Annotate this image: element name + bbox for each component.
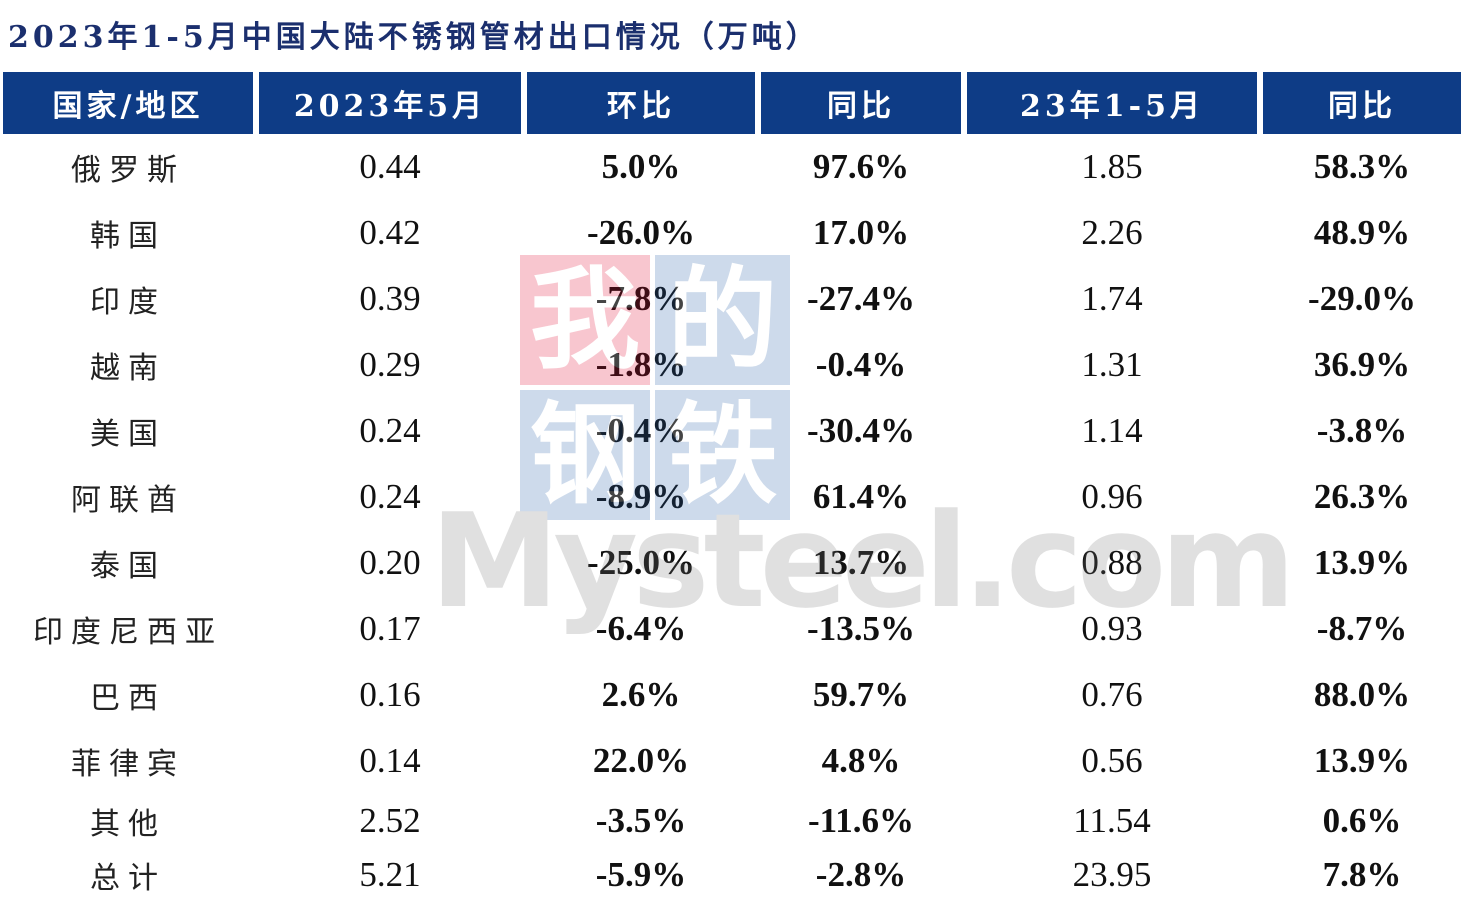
- table-row: 俄罗斯 0.44 5.0% 97.6% 1.85 58.3%: [3, 134, 1461, 200]
- region-cell: 印度尼西亚: [33, 615, 223, 650]
- mom-cell: -8.9%: [595, 477, 687, 516]
- mom-cell: -7.8%: [595, 279, 687, 318]
- table-row: 其他 2.52 -3.5% -11.6% 11.54 0.6%: [3, 794, 1461, 848]
- column-header-yoy-may: 同比: [761, 72, 961, 134]
- table-row: 印度 0.39 -7.8% -27.4% 1.74 -29.0%: [3, 266, 1461, 332]
- yoy-ytd-cell: -29.0%: [1308, 279, 1416, 318]
- jan-may-2023-cell: 0.88: [1081, 543, 1143, 582]
- jan-may-2023-cell: 11.54: [1073, 801, 1151, 840]
- yoy-ytd-cell: -8.7%: [1316, 609, 1408, 648]
- region-cell: 印度: [90, 285, 166, 320]
- may-2023-cell: 0.17: [359, 609, 421, 648]
- yoy-may-cell: 13.7%: [812, 543, 910, 582]
- table-row: 巴西 0.16 2.6% 59.7% 0.76 88.0%: [3, 662, 1461, 728]
- mom-cell: -0.4%: [595, 411, 687, 450]
- jan-may-2023-cell: 1.31: [1081, 345, 1143, 384]
- yoy-may-cell: 61.4%: [812, 477, 910, 516]
- yoy-may-cell: -30.4%: [807, 411, 915, 450]
- export-table: 国家/地区 2023年5月 环比 同比 23年1-5月 同比 俄罗斯 0.44 5.…: [0, 72, 1467, 897]
- jan-may-2023-cell: 1.85: [1081, 147, 1143, 186]
- table-row: 韩国 0.42 -26.0% 17.0% 2.26 48.9%: [3, 200, 1461, 266]
- mom-cell: 22.0%: [592, 741, 690, 780]
- jan-may-2023-cell: 1.74: [1081, 279, 1143, 318]
- jan-may-2023-cell: 0.76: [1081, 675, 1143, 714]
- region-cell: 美国: [90, 417, 166, 452]
- yoy-may-cell: 17.0%: [812, 213, 910, 252]
- jan-may-2023-cell: 0.93: [1081, 609, 1143, 648]
- yoy-ytd-cell: 7.8%: [1322, 855, 1402, 894]
- region-cell: 菲律宾: [71, 747, 185, 782]
- may-2023-cell: 0.29: [359, 345, 421, 384]
- header-row: 国家/地区 2023年5月 环比 同比 23年1-5月 同比: [3, 72, 1461, 134]
- may-2023-cell: 0.24: [359, 411, 421, 450]
- table-title: 2023年1-5月中国大陆不锈钢管材出口情况（万吨）: [8, 20, 820, 55]
- yoy-ytd-cell: 36.9%: [1313, 345, 1411, 384]
- may-2023-cell: 0.24: [359, 477, 421, 516]
- yoy-may-cell: -13.5%: [807, 609, 915, 648]
- yoy-may-cell: -27.4%: [807, 279, 915, 318]
- region-cell: 韩国: [90, 219, 166, 254]
- jan-may-2023-cell: 1.14: [1081, 411, 1143, 450]
- yoy-ytd-cell: -3.8%: [1316, 411, 1408, 450]
- mom-cell: -5.9%: [595, 855, 687, 894]
- jan-may-2023-cell: 0.56: [1081, 741, 1143, 780]
- column-header-jan-may-2023: 23年1-5月: [967, 72, 1257, 134]
- may-2023-cell: 0.14: [359, 741, 421, 780]
- yoy-may-cell: -11.6%: [808, 801, 914, 840]
- may-2023-cell: 5.21: [359, 855, 421, 894]
- yoy-may-cell: -2.8%: [815, 855, 907, 894]
- yoy-ytd-cell: 13.9%: [1313, 543, 1411, 582]
- yoy-ytd-cell: 13.9%: [1313, 741, 1411, 780]
- may-2023-cell: 2.52: [359, 801, 421, 840]
- region-cell: 巴西: [90, 681, 166, 716]
- yoy-may-cell: 59.7%: [812, 675, 910, 714]
- table-row: 越南 0.29 -1.8% -0.4% 1.31 36.9%: [3, 332, 1461, 398]
- yoy-ytd-cell: 88.0%: [1313, 675, 1411, 714]
- column-header-mom: 环比: [527, 72, 755, 134]
- mom-cell: -3.5%: [595, 801, 687, 840]
- yoy-may-cell: 4.8%: [821, 741, 901, 780]
- table-row: 美国 0.24 -0.4% -30.4% 1.14 -3.8%: [3, 398, 1461, 464]
- may-2023-cell: 0.20: [359, 543, 421, 582]
- mom-cell: 5.0%: [601, 147, 681, 186]
- table-row: 总计 5.21 -5.9% -2.8% 23.95 7.8%: [3, 848, 1461, 897]
- may-2023-cell: 0.16: [359, 675, 421, 714]
- column-header-may-2023: 2023年5月: [259, 72, 521, 134]
- table-row: 泰国 0.20 -25.0% 13.7% 0.88 13.9%: [3, 530, 1461, 596]
- column-header-region: 国家/地区: [3, 72, 253, 134]
- table-row: 阿联酋 0.24 -8.9% 61.4% 0.96 26.3%: [3, 464, 1461, 530]
- region-cell: 俄罗斯: [71, 153, 185, 188]
- jan-may-2023-cell: 0.96: [1081, 477, 1143, 516]
- yoy-may-cell: 97.6%: [812, 147, 910, 186]
- mom-cell: -25.0%: [587, 543, 695, 582]
- jan-may-2023-cell: 23.95: [1072, 855, 1152, 894]
- table-row: 菲律宾 0.14 22.0% 4.8% 0.56 13.9%: [3, 728, 1461, 794]
- column-header-yoy-ytd: 同比: [1263, 72, 1461, 134]
- region-cell: 阿联酋: [71, 483, 185, 518]
- mom-cell: -6.4%: [595, 609, 687, 648]
- yoy-may-cell: -0.4%: [815, 345, 907, 384]
- region-cell: 泰国: [90, 549, 166, 584]
- may-2023-cell: 0.42: [359, 213, 421, 252]
- yoy-ytd-cell: 58.3%: [1313, 147, 1411, 186]
- yoy-ytd-cell: 26.3%: [1313, 477, 1411, 516]
- region-cell: 越南: [90, 351, 166, 386]
- region-cell: 总计: [90, 861, 166, 896]
- yoy-ytd-cell: 0.6%: [1322, 801, 1402, 840]
- region-cell: 其他: [90, 807, 166, 842]
- table-row: 印度尼西亚 0.17 -6.4% -13.5% 0.93 -8.7%: [3, 596, 1461, 662]
- mom-cell: -1.8%: [595, 345, 687, 384]
- table-body: 俄罗斯 0.44 5.0% 97.6% 1.85 58.3% 韩国 0.42 -26.0% 17.…: [3, 134, 1461, 897]
- jan-may-2023-cell: 2.26: [1081, 213, 1143, 252]
- yoy-ytd-cell: 48.9%: [1313, 213, 1411, 252]
- mom-cell: -26.0%: [587, 213, 695, 252]
- may-2023-cell: 0.39: [359, 279, 421, 318]
- mom-cell: 2.6%: [601, 675, 681, 714]
- may-2023-cell: 0.44: [359, 147, 421, 186]
